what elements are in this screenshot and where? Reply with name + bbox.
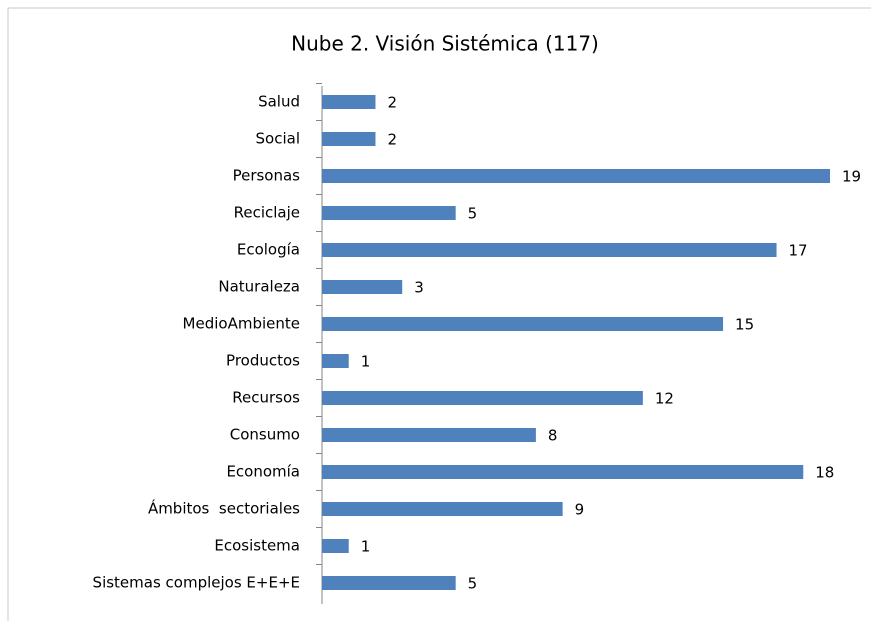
y-tick-label: Ecosistema [214, 537, 300, 555]
data-label: 1 [361, 538, 371, 556]
bar [322, 317, 724, 331]
bar [322, 132, 376, 146]
y-tick-label: Productos [226, 352, 300, 370]
bar [322, 391, 643, 405]
bar [322, 576, 456, 590]
y-tick-label: Personas [233, 167, 301, 185]
chart-title: Nube 2. Visión Sistémica (117) [291, 32, 599, 56]
y-tick-label: Naturaleza [218, 278, 300, 296]
y-tick-label: MedioAmbiente [183, 315, 300, 333]
y-tick-label: Salud [258, 93, 300, 111]
bar [322, 169, 830, 183]
bar [322, 206, 456, 220]
data-label: 12 [655, 390, 674, 408]
data-label: 18 [815, 464, 834, 482]
data-label: 17 [789, 242, 808, 260]
y-tick-label: Consumo [230, 426, 300, 444]
data-label: 5 [468, 205, 478, 223]
y-tick-label: Ámbitos sectoriales [148, 499, 300, 518]
data-label: 2 [387, 94, 397, 112]
bar [322, 243, 777, 257]
data-label: 15 [735, 316, 754, 334]
y-tick-label: Recursos [232, 389, 300, 407]
data-label: 3 [414, 279, 424, 297]
y-tick-label: Reciclaje [234, 204, 300, 222]
bar [322, 539, 349, 553]
data-label: 19 [842, 168, 861, 186]
y-tick-label: Social [256, 130, 300, 148]
y-tick-label: Economía [226, 463, 300, 481]
data-label: 8 [548, 427, 558, 445]
data-label: 1 [361, 353, 371, 371]
bar [322, 280, 403, 294]
data-label: 9 [575, 501, 585, 519]
bar [322, 95, 376, 109]
bar [322, 354, 349, 368]
data-label: 2 [387, 131, 397, 149]
y-tick-label: Ecología [237, 241, 300, 259]
bar [322, 428, 536, 442]
bar [322, 502, 563, 516]
bar [322, 465, 804, 479]
data-label: 5 [468, 575, 478, 593]
y-tick-label: Sistemas complejos E+E+E [93, 574, 300, 592]
